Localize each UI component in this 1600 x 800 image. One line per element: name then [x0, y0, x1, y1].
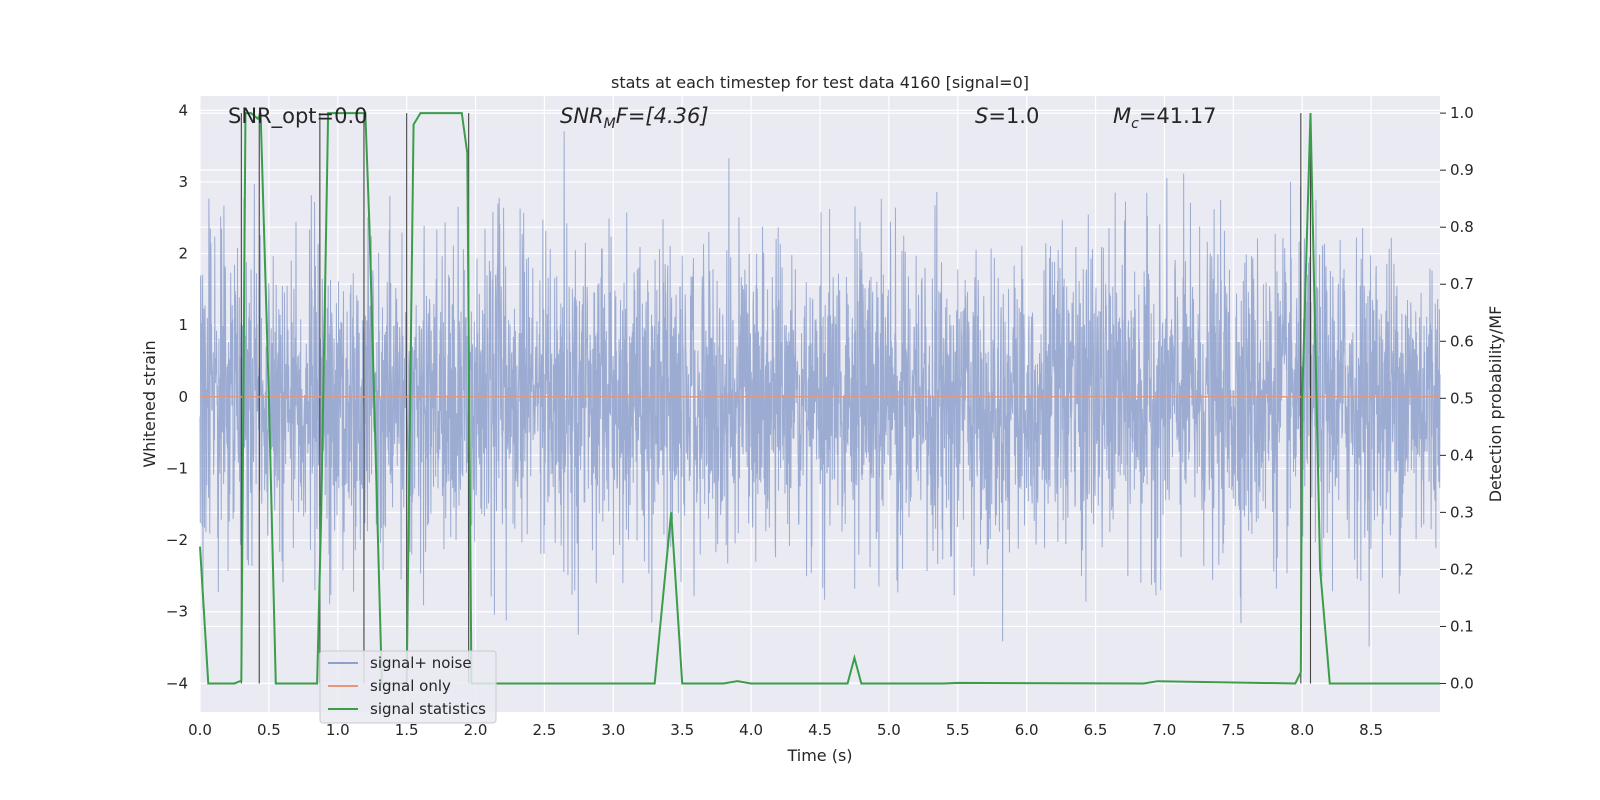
x-tick-label: 3.5: [670, 721, 694, 739]
x-tick-label: 0.5: [257, 721, 281, 739]
y2-tick-label: 0.3: [1450, 503, 1474, 521]
x-axis-label: Time (s): [786, 746, 852, 765]
x-tick-label: 0.0: [188, 721, 212, 739]
x-tick-label: 7.0: [1153, 721, 1177, 739]
annotation-snr-opt: SNR_opt=0.0: [228, 104, 368, 129]
x-tick-label: 8.5: [1359, 721, 1383, 739]
x-tick-label: 4.0: [739, 721, 763, 739]
x-tick-label: 2.5: [533, 721, 557, 739]
y2-tick-label: 1.0: [1450, 104, 1474, 122]
y-tick-label: 4: [178, 101, 188, 119]
y2-tick-label: 0.6: [1450, 332, 1474, 350]
y-tick-label: −4: [166, 674, 188, 692]
x-tick-label: 3.0: [601, 721, 625, 739]
chart-title: stats at each timestep for test data 416…: [611, 73, 1029, 92]
legend-label-signal-only: signal only: [370, 677, 451, 695]
y2-tick-labels: 1.0 0.9 0.8 0.7 0.6 0.5 0.4 0.3 0.2 0.1 0.0: [1440, 104, 1474, 692]
annotation-snr-mf: SNRMF=[4.36]: [560, 104, 709, 132]
y2-tick-label: 0.4: [1450, 446, 1474, 464]
annotation-mc-sub: c: [1131, 116, 1139, 132]
annotation-s: S=1.0: [975, 104, 1039, 128]
x-tick-label: 1.5: [395, 721, 419, 739]
x-tick-label: 2.0: [464, 721, 488, 739]
annotation-mc: Mc=41.17: [1113, 104, 1217, 132]
y-tick-label: 0: [178, 388, 188, 406]
y-tick-label: 3: [178, 173, 188, 191]
y-tick-label: −2: [166, 531, 188, 549]
y-tick-label: −1: [166, 459, 188, 477]
y2-tick-label: 0.1: [1450, 617, 1474, 635]
legend-label-signal-statistics: signal statistics: [370, 700, 486, 718]
y-tick-label: −3: [166, 603, 188, 621]
annotation-mc-value: =41.17: [1139, 104, 1217, 128]
signal-statistics-line: [199, 112, 1440, 685]
x-tick-label: 6.5: [1084, 721, 1108, 739]
annotation-snr-mf-main: SNR: [560, 104, 604, 128]
annotation-mc-main: M: [1113, 104, 1131, 128]
legend-box: [319, 650, 497, 724]
y2-tick-label: 0.9: [1450, 161, 1474, 179]
x-tick-label: 7.5: [1221, 721, 1245, 739]
annotation-snr-mf-sub: M: [604, 116, 616, 132]
y2-tick-label: 0.0: [1450, 674, 1474, 692]
legend: signal+ noise signal only signal statist…: [319, 650, 497, 724]
annotation-s-value: =1.0: [988, 104, 1039, 128]
x-tick-label: 5.0: [877, 721, 901, 739]
y-axis-label: Whitened strain: [140, 340, 159, 467]
x-tick-label: 1.0: [326, 721, 350, 739]
annotation-s-main: S: [975, 104, 988, 128]
y2-tick-label: 0.5: [1450, 389, 1474, 407]
y2-tick-label: 0.8: [1450, 218, 1474, 236]
legend-label-signal-noise: signal+ noise: [370, 654, 472, 672]
x-tick-label: 6.0: [1015, 721, 1039, 739]
y-tick-labels: 4 3 2 1 0 −1 −2 −3 −4: [166, 101, 188, 692]
y2-axis-label: Detection probability/MF: [1486, 306, 1505, 503]
x-tick-label: 5.5: [946, 721, 970, 739]
y-tick-label: 2: [178, 245, 188, 263]
x-tick-label: 8.0: [1290, 721, 1314, 739]
x-tick-label: 4.5: [808, 721, 832, 739]
y2-tick-label: 0.7: [1450, 275, 1474, 293]
y-tick-label: 1: [178, 316, 188, 334]
x-tick-labels: 0.0 0.5 1.0 1.5 2.0 2.5 3.0 3.5 4.0 4.5 5.0 5.5 6.0 6…: [188, 721, 1383, 739]
annotation-snr-mf-f: F=[4.36]: [616, 104, 709, 128]
y2-tick-label: 0.2: [1450, 560, 1474, 578]
